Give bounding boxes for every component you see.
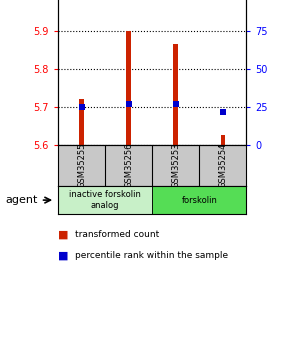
Text: GSM35254: GSM35254 [218, 143, 227, 188]
Text: inactive forskolin
analog: inactive forskolin analog [69, 190, 141, 210]
Text: forskolin: forskolin [182, 196, 217, 205]
Text: transformed count: transformed count [75, 230, 160, 239]
Text: percentile rank within the sample: percentile rank within the sample [75, 251, 229, 260]
Bar [79, 99, 84, 145]
Bar [152, 186, 246, 214]
Text: ■: ■ [58, 250, 68, 260]
Text: agent: agent [6, 195, 38, 205]
Text: GSM35253: GSM35253 [171, 143, 180, 188]
Text: GSM35255: GSM35255 [77, 143, 86, 188]
Text: ■: ■ [58, 230, 68, 239]
Bar [221, 135, 225, 145]
Bar [173, 44, 178, 145]
Text: GSM35256: GSM35256 [124, 143, 133, 188]
Bar [126, 31, 131, 145]
Bar [58, 186, 152, 214]
